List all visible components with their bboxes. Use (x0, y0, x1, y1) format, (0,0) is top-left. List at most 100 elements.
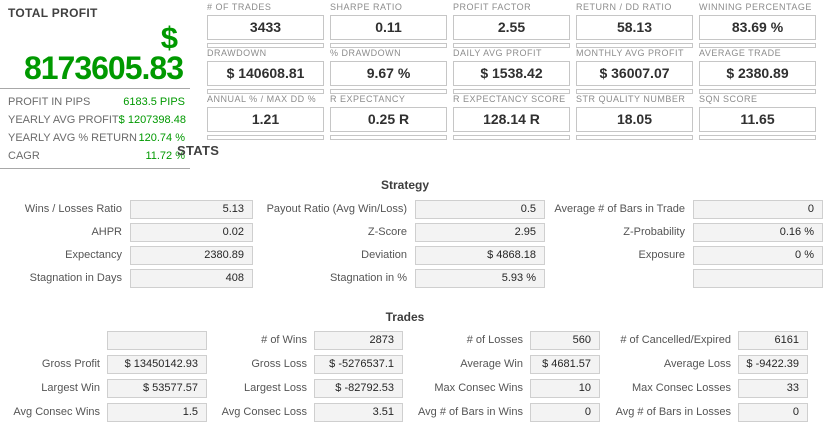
table-row-label: Max Consec Wins (434, 382, 523, 394)
metric-value: 18.05 (576, 107, 693, 132)
table-row-value: 560 (530, 331, 600, 350)
metric-label: # OF TRADES (207, 2, 272, 12)
table-row-value: 0 (693, 200, 823, 219)
metric-cell: RETURN / DD RATIO 58.13 (576, 2, 699, 48)
table-row-label: Exposure (638, 249, 685, 261)
table-row-label: Expectancy (65, 249, 122, 261)
metric-value: 1.21 (207, 107, 324, 132)
table-row-value: $ 53577.57 (107, 379, 207, 398)
table-row-label: AHPR (91, 226, 122, 238)
table-row-value: 6161 (738, 331, 808, 350)
currency-symbol: $ (160, 20, 178, 55)
top-metrics-grid: # OF TRADES 3433 SHARPE RATIO 0.11 PROFIT FA… (207, 2, 822, 140)
table-row-label: Stagnation in Days (29, 272, 122, 284)
table-row-value: 3.51 (314, 403, 403, 422)
profit-row-value: $ 1207398.48 (118, 114, 186, 126)
table-row-label: Deviation (361, 249, 407, 261)
metric-sliver (699, 135, 816, 140)
table-row-value: 0.02 (130, 223, 253, 242)
metric-cell: % DRAWDOWN 9.67 % (330, 48, 453, 94)
metric-label: WINNING PERCENTAGE (699, 2, 812, 12)
profit-row-label: CAGR (8, 150, 40, 162)
table-row-label: Avg Consec Wins (13, 406, 100, 418)
table-row-label: # of Wins (261, 334, 307, 346)
table-row-value: 5.13 (130, 200, 253, 219)
metric-cell: ANNUAL % / MAX DD % 1.21 (207, 94, 330, 140)
table-row-value: 0 (738, 403, 808, 422)
table-row-label: Z-Probability (623, 226, 685, 238)
total-profit-panel: TOTAL PROFIT $ 8173605.83 PROFIT IN PIPS… (0, 0, 190, 169)
table-row-label: Avg # of Bars in Wins (418, 406, 523, 418)
table-row-label: Gross Loss (251, 358, 307, 370)
metric-sliver (576, 135, 693, 140)
table-row-value: 2873 (314, 331, 403, 350)
table-row-value (693, 269, 823, 288)
profit-summary-rows: PROFIT IN PIPS 6183.5 PIPS YEARLY AVG PROF… (0, 88, 190, 169)
table-row-value (107, 331, 207, 350)
profit-summary-row: YEARLY AVG % RETURN 120.74 % (0, 129, 190, 147)
table-row-label: Stagnation in % (329, 272, 407, 284)
metric-cell: STR QUALITY NUMBER 18.05 (576, 94, 699, 140)
metric-label: RETURN / DD RATIO (576, 2, 672, 12)
table-row-label: Avg # of Bars in Losses (615, 406, 731, 418)
metric-label: DAILY AVG PROFIT (453, 48, 543, 58)
metric-sliver (699, 43, 816, 48)
trades-section-title: Trades (385, 310, 425, 324)
table-row-label: Wins / Losses Ratio (24, 203, 122, 215)
table-row-label: Largest Win (41, 382, 100, 394)
table-row: Gross Profit $ 13450142.93 Gross Loss $ -52… (0, 355, 808, 374)
metric-sliver (207, 135, 324, 140)
profit-row-label: YEARLY AVG PROFIT (8, 114, 119, 126)
table-row-label (0, 331, 100, 350)
metric-sliver (699, 89, 816, 94)
stats-section-label: STATS (177, 143, 220, 158)
metric-label: PROFIT FACTOR (453, 2, 532, 12)
profit-summary-row: PROFIT IN PIPS 6183.5 PIPS (0, 93, 190, 111)
profit-summary-row: YEARLY AVG PROFIT $ 1207398.48 (0, 111, 190, 129)
metric-label: DRAWDOWN (207, 48, 267, 58)
metric-value: $ 2380.89 (699, 61, 816, 86)
table-row-value: 0 % (693, 246, 823, 265)
metric-cell: AVERAGE TRADE $ 2380.89 (699, 48, 822, 94)
table-row-label: Average Win (460, 358, 523, 370)
metric-value: $ 36007.07 (576, 61, 693, 86)
table-row: Stagnation in Days 408 Stagnation in % 5.93… (0, 269, 823, 288)
metric-cell: SQN SCORE 11.65 (699, 94, 822, 140)
table-row: Avg Consec Wins 1.5 Avg Consec Loss 3.51 Avg… (0, 403, 808, 422)
table-row-value: 0.16 % (693, 223, 823, 242)
table-row-value: $ -5276537.1 (314, 355, 403, 374)
trades-table: # of Wins 2873 # of Losses 560 # of Cancelle… (0, 331, 808, 427)
table-row: AHPR 0.02 Z-Score 2.95 Z-Probability 0.16 % (0, 223, 823, 242)
metric-value: 9.67 % (330, 61, 447, 86)
table-row-label: Z-Score (367, 226, 407, 238)
metric-cell: # OF TRADES 3433 (207, 2, 330, 48)
table-row-value: 10 (530, 379, 600, 398)
metric-label: R EXPECTANCY (330, 94, 406, 104)
table-row-value: 1.5 (107, 403, 207, 422)
table-row-value: $ -9422.39 (738, 355, 808, 374)
table-row-value: 2.95 (415, 223, 545, 242)
metric-sliver (453, 43, 570, 48)
table-row-value: 0 (530, 403, 600, 422)
table-row-label: Average # of Bars in Trade (554, 203, 685, 215)
metric-sliver (576, 89, 693, 94)
metric-sliver (207, 89, 324, 94)
table-row-value: $ 4681.57 (530, 355, 600, 374)
metric-sliver (576, 43, 693, 48)
metric-value: 0.11 (330, 15, 447, 40)
table-row: Wins / Losses Ratio 5.13 Payout Ratio (Avg… (0, 200, 823, 219)
table-row-label: # of Cancelled/Expired (620, 334, 731, 346)
metric-cell: DRAWDOWN $ 140608.81 (207, 48, 330, 94)
metric-label: % DRAWDOWN (330, 48, 402, 58)
metric-label: AVERAGE TRADE (699, 48, 782, 58)
profit-row-value: 6183.5 PIPS (123, 96, 185, 108)
metric-value: $ 1538.42 (453, 61, 570, 86)
metric-label: STR QUALITY NUMBER (576, 94, 686, 104)
metric-value: $ 140608.81 (207, 61, 324, 86)
metric-value: 128.14 R (453, 107, 570, 132)
table-row-value: 5.93 % (415, 269, 545, 288)
table-row-value: $ -82792.53 (314, 379, 403, 398)
table-row-label (545, 269, 685, 288)
table-row-label: Gross Profit (41, 358, 100, 370)
table-row-label: # of Losses (466, 334, 523, 346)
